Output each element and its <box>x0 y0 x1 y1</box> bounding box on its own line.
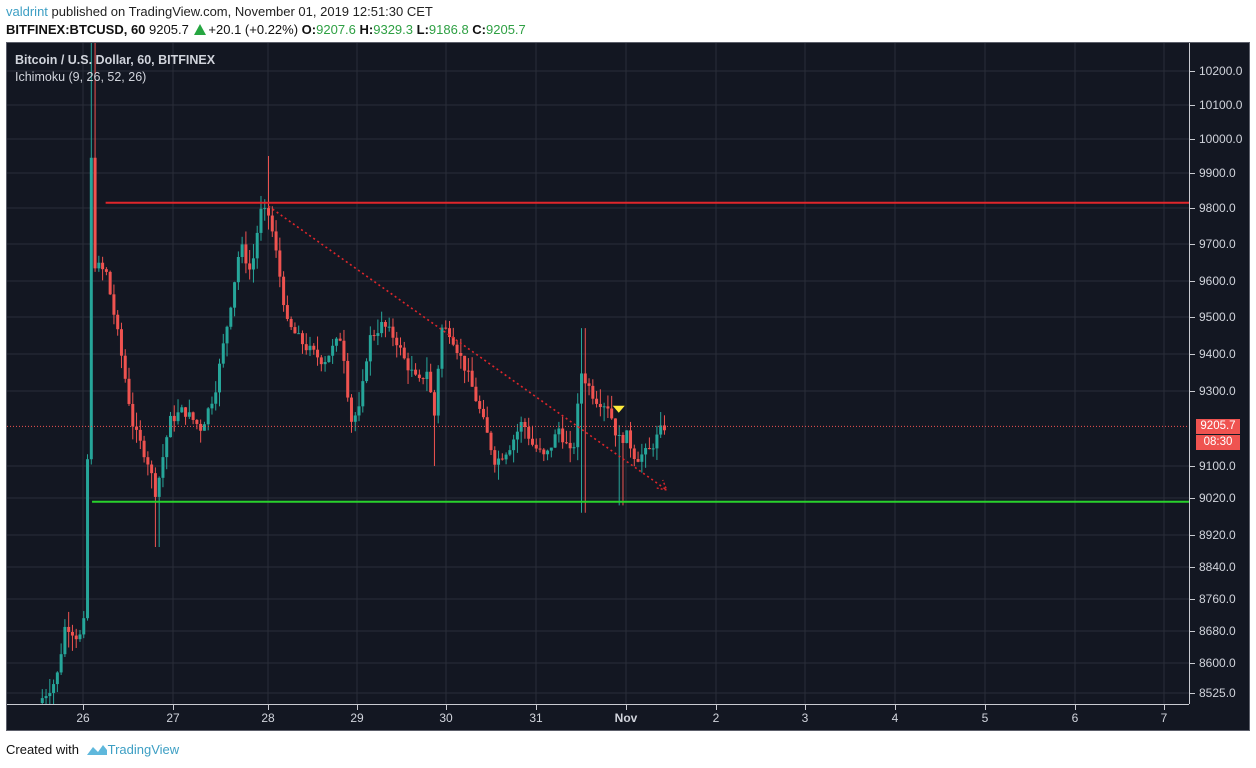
price-label: 8760.0 <box>1199 592 1236 606</box>
time-tick <box>1164 705 1165 710</box>
price-change: +20.1 (+0.22%) <box>208 22 299 37</box>
time-label: 29 <box>350 711 364 725</box>
price-tick <box>1190 498 1195 499</box>
time-tick <box>446 705 447 710</box>
price-tick <box>1190 391 1195 392</box>
time-tick <box>357 705 358 710</box>
time-tick <box>895 705 896 710</box>
time-label: 7 <box>1160 711 1168 725</box>
price-label: 9700.0 <box>1199 237 1236 251</box>
tradingview-link[interactable]: TradingView <box>107 742 180 757</box>
symbol-label: BITFINEX:BTCUSD, 60 <box>6 22 146 37</box>
created-with-label: Created with <box>6 742 79 757</box>
drawn-lines <box>7 201 1189 503</box>
price-tick <box>1190 535 1195 536</box>
close-value: 9205.7 <box>486 22 526 37</box>
time-tick <box>268 705 269 710</box>
price-tick <box>1190 281 1195 282</box>
price-label: 10100.0 <box>1199 98 1243 112</box>
low-label: L: <box>416 22 429 37</box>
time-tick <box>716 705 717 710</box>
price-label: 8600.0 <box>1199 656 1236 670</box>
author-link[interactable]: valdrint <box>6 4 48 19</box>
price-label: 9900.0 <box>1199 166 1236 180</box>
time-tick <box>626 705 627 710</box>
tradingview-cloud-icon <box>86 745 107 755</box>
price-tick <box>1190 631 1195 632</box>
price-tick <box>1190 317 1195 318</box>
price-tick <box>1190 208 1195 209</box>
price-label: 10000.0 <box>1199 132 1243 146</box>
price-tick <box>1190 567 1195 568</box>
price-label: 8680.0 <box>1199 624 1236 638</box>
price-label: 10200.0 <box>1199 64 1243 78</box>
time-axis[interactable]: 26 27 28 29 30 31 Nov 2 3 4 5 6 7 <box>7 704 1189 731</box>
time-label: 2 <box>712 711 720 725</box>
price-label: 9100.0 <box>1199 459 1236 473</box>
price-tick <box>1190 244 1195 245</box>
time-label: 5 <box>981 711 989 725</box>
open-label: O: <box>301 22 317 37</box>
price-label: 9500.0 <box>1199 310 1236 324</box>
price-tick <box>1190 105 1195 106</box>
candlestick-chart <box>7 43 1189 704</box>
high-value: 9329.3 <box>373 22 413 37</box>
chart-plot-area[interactable] <box>7 43 1189 704</box>
time-tick <box>805 705 806 710</box>
time-label: 3 <box>801 711 809 725</box>
price-label: 8525.0 <box>1199 686 1236 700</box>
last-price-tag: 9205.7 <box>1196 419 1240 434</box>
candles <box>40 43 666 704</box>
price-tick <box>1190 354 1195 355</box>
time-tick <box>83 705 84 710</box>
time-label: 31 <box>529 711 543 725</box>
price-label: 8840.0 <box>1199 560 1236 574</box>
open-value: 9207.6 <box>316 22 356 37</box>
price-tick <box>1190 173 1195 174</box>
price-label: 9020.0 <box>1199 491 1236 505</box>
time-label: 28 <box>261 711 275 725</box>
price-tick <box>1190 663 1195 664</box>
price-tick <box>1190 71 1195 72</box>
low-value: 9186.8 <box>428 22 469 37</box>
price-tick <box>1190 466 1195 467</box>
price-label: 9400.0 <box>1199 347 1236 361</box>
time-label: 27 <box>166 711 180 725</box>
price-label: 9300.0 <box>1199 384 1236 398</box>
bar-countdown-tag: 08:30 <box>1196 435 1240 450</box>
time-label: Nov <box>614 711 638 725</box>
close-label: C: <box>472 22 487 37</box>
time-tick <box>1075 705 1076 710</box>
footer: Created with TradingView <box>6 742 179 757</box>
time-tick <box>173 705 174 710</box>
chart-frame <box>6 42 1250 731</box>
published-text: published on TradingView.com, November 0… <box>47 4 433 19</box>
price-tick <box>1190 139 1195 140</box>
up-triangle-icon <box>194 24 207 35</box>
time-tick <box>985 705 986 710</box>
price-label: 8920.0 <box>1199 528 1236 542</box>
price-tick <box>1190 693 1195 694</box>
high-label: H: <box>359 22 374 37</box>
price-label: 9600.0 <box>1199 274 1236 288</box>
indicator-title[interactable]: Ichimoku (9, 26, 52, 26) <box>15 70 147 84</box>
time-label: 6 <box>1071 711 1079 725</box>
time-label: 30 <box>439 711 453 725</box>
time-label: 26 <box>76 711 90 725</box>
publish-info: valdrint published on TradingView.com, N… <box>6 4 433 19</box>
price-label: 9800.0 <box>1199 201 1236 215</box>
series-title[interactable]: Bitcoin / U.S. Dollar, 60, BITFINEX <box>15 53 216 67</box>
time-label: 4 <box>891 711 899 725</box>
time-tick <box>536 705 537 710</box>
price-axis[interactable]: 10200.0 10100.0 10000.0 9900.0 9800.0 9700.0 9… <box>1189 43 1250 704</box>
price-tick <box>1190 599 1195 600</box>
symbol-ohlc-bar: BITFINEX:BTCUSD, 60 9205.7 +20.1 (+0.22%… <box>6 22 526 37</box>
last-price: 9205.7 <box>149 22 189 37</box>
grid-lines <box>7 43 1189 704</box>
